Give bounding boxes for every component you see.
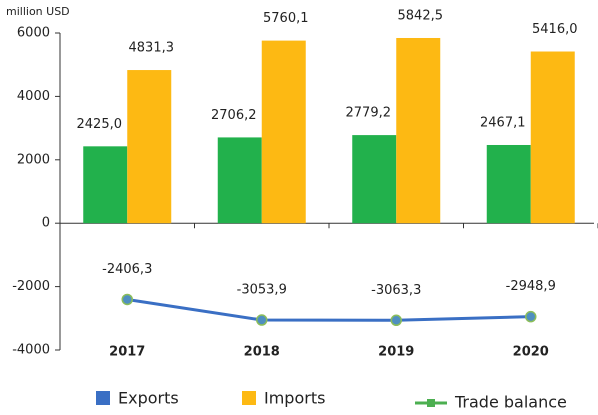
- line: [127, 297, 531, 322]
- point: [525, 310, 537, 323]
- value-label: 4831,3: [129, 41, 175, 56]
- x-tick-label: 2019: [378, 345, 414, 360]
- y-tick-label: 2000: [17, 152, 50, 167]
- bar: [530, 51, 575, 224]
- legend-marker: [96, 391, 110, 405]
- bar: [396, 37, 441, 224]
- legend-marker: [242, 391, 256, 405]
- bar: [352, 135, 397, 224]
- bar: [261, 40, 306, 224]
- bar: [127, 70, 172, 224]
- value-label: -3053,9: [237, 283, 287, 298]
- y-tick-label: 6000: [17, 26, 50, 41]
- value-label: 2467,1: [480, 115, 526, 130]
- bar: [83, 146, 128, 224]
- point: [121, 293, 133, 306]
- y-tick-label: -2000: [12, 279, 50, 294]
- value-label: -2948,9: [506, 279, 556, 294]
- legend-label: Exports: [118, 389, 179, 408]
- value-label: 2779,2: [346, 106, 392, 121]
- value-label: -3063,3: [371, 283, 421, 298]
- value-label: 5416,0: [532, 22, 578, 37]
- y-tick-label: 4000: [17, 89, 50, 104]
- point: [256, 314, 268, 326]
- x-tick-label: 2020: [513, 345, 549, 360]
- x-tick-label: 2018: [244, 345, 280, 360]
- value-label: 2706,2: [211, 108, 257, 123]
- y-tick-label: 0: [42, 216, 50, 231]
- value-label: -2406,3: [102, 262, 152, 277]
- value-label: 5760,1: [263, 11, 309, 26]
- value-label: 2425,0: [77, 117, 123, 132]
- legend-label: Imports: [264, 389, 325, 408]
- x-tick-label: 2017: [109, 345, 145, 360]
- y-tick-label: -4000: [12, 343, 50, 358]
- bar: [217, 137, 262, 224]
- legend-label: Trade balance: [454, 393, 567, 412]
- point: [390, 314, 402, 327]
- legend-marker: [427, 399, 435, 407]
- value-label: 5842,5: [398, 8, 444, 23]
- y-axis-label: million USD: [6, 5, 70, 18]
- bar: [486, 144, 531, 224]
